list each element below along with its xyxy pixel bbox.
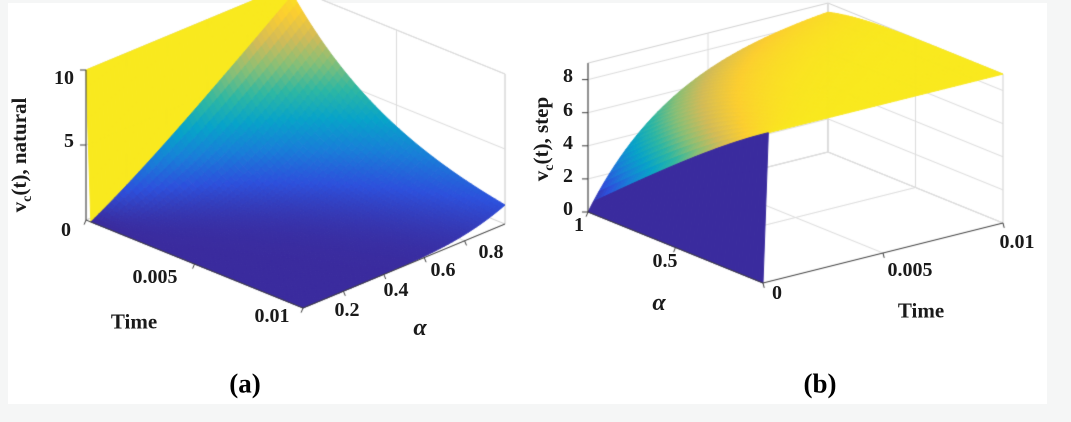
3d-surface-plots-canvas (0, 0, 1071, 422)
page: Time α vc(t), natural (a) Time α vc(t), … (0, 0, 1071, 422)
